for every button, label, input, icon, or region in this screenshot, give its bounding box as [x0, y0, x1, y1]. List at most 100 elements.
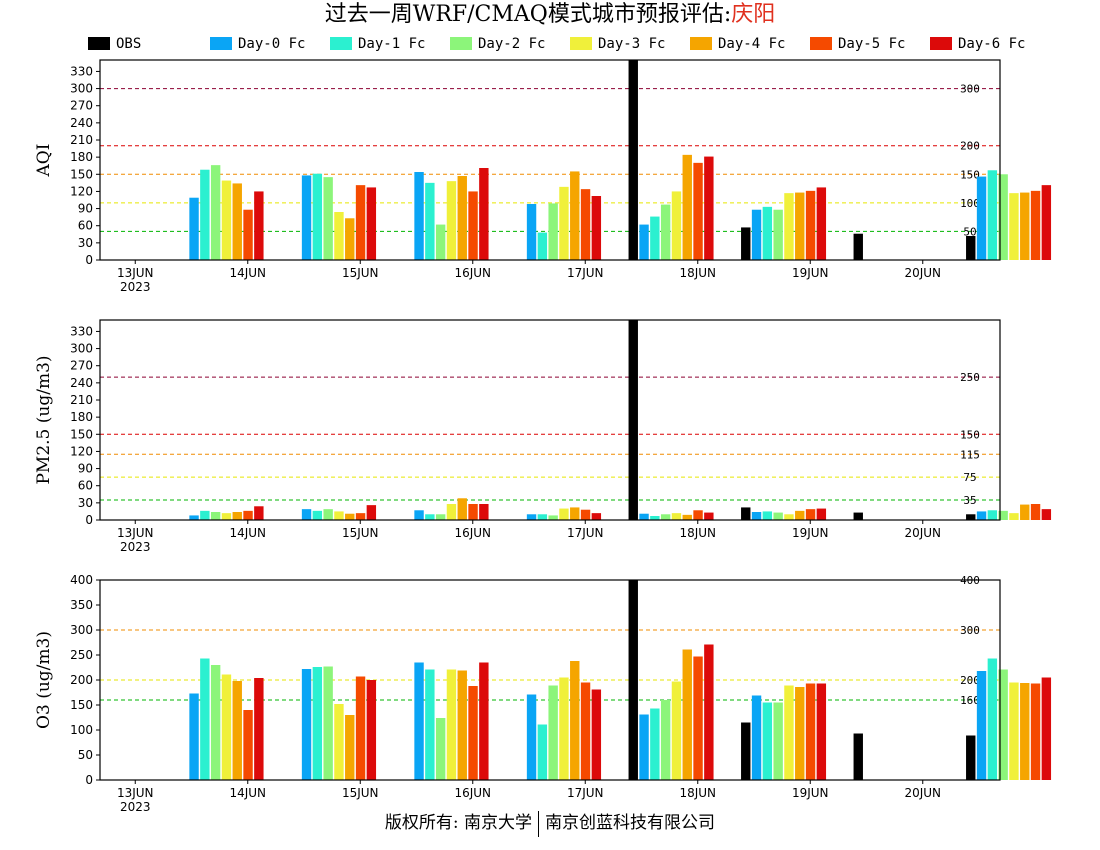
bar — [537, 514, 548, 520]
bar — [795, 510, 805, 520]
y-tick-label: 150 — [70, 698, 93, 712]
bar — [853, 733, 863, 780]
bar — [1030, 190, 1041, 260]
bar — [784, 193, 794, 260]
bar — [414, 172, 424, 260]
y-tick-label: 0 — [85, 773, 93, 787]
plot-frame — [99, 59, 1001, 261]
bar — [773, 209, 783, 260]
y-tick-label: 150 — [70, 167, 93, 181]
bar — [751, 209, 762, 260]
threshold-label: 250 — [960, 371, 980, 384]
bar — [548, 203, 558, 260]
y-axis-label: O3 (ug/m3) — [34, 631, 54, 729]
bar — [254, 678, 264, 780]
bar — [671, 513, 682, 520]
y-tick-label: 60 — [78, 479, 93, 493]
bar — [1030, 683, 1041, 780]
bar — [639, 714, 649, 780]
bar — [682, 649, 692, 780]
bar — [559, 677, 569, 780]
chart-panel-1: 50 100 150 200 300 0 30 60 90 120 150 180 210 240 270 3… — [34, 59, 1052, 294]
y-tick-label: 60 — [78, 219, 93, 233]
bar — [853, 512, 863, 520]
x-tick-label: 19JUN — [792, 786, 829, 800]
bar — [559, 186, 569, 260]
y-tick-label: 50 — [78, 748, 93, 762]
bar — [548, 515, 558, 520]
bar — [660, 700, 671, 780]
bar — [816, 187, 827, 260]
bar — [468, 504, 478, 520]
bar — [425, 514, 435, 520]
x-tick-label: 14JUN — [229, 526, 266, 540]
y-tick-label: 210 — [70, 133, 93, 147]
y-tick-label: 300 — [70, 342, 93, 356]
bar — [966, 735, 976, 780]
y-tick-label: 270 — [70, 359, 93, 373]
bar — [200, 658, 210, 780]
bar — [1009, 193, 1019, 260]
y-tick-label: 400 — [70, 573, 93, 587]
bar — [559, 508, 569, 520]
x-tick-label: 18JUN — [679, 786, 716, 800]
bar — [232, 681, 242, 780]
bar — [704, 512, 714, 520]
y-tick-label: 30 — [78, 496, 93, 510]
legend-swatch — [690, 37, 712, 50]
bar — [301, 509, 312, 520]
bar — [345, 513, 355, 520]
threshold-label: 50 — [963, 225, 976, 238]
y-tick-label: 250 — [70, 648, 93, 662]
bar — [795, 687, 805, 780]
legend-swatch — [330, 37, 352, 50]
bar — [762, 702, 773, 780]
footer-separator — [538, 810, 540, 837]
bar — [639, 513, 649, 520]
x-tick-label: 18JUN — [679, 526, 716, 540]
bar — [580, 682, 591, 780]
bar — [1030, 504, 1041, 520]
bar — [570, 507, 580, 520]
bar — [805, 509, 816, 520]
bar — [414, 510, 424, 520]
x-tick-label: 20JUN — [904, 786, 941, 800]
legend-label: Day-2 Fc — [478, 36, 546, 52]
bar — [323, 666, 333, 780]
bar — [1020, 192, 1030, 260]
y-tick-label: 210 — [70, 393, 93, 407]
bar — [741, 507, 751, 520]
legend-swatch — [210, 37, 232, 50]
legend-label: OBS — [116, 36, 142, 52]
bar — [591, 689, 602, 780]
year-label: 2023 — [120, 280, 151, 294]
y-axis-label: AQI — [34, 144, 54, 178]
bar — [537, 232, 548, 260]
bar — [446, 181, 457, 260]
threshold-label: 150 — [960, 168, 980, 181]
bar — [741, 227, 751, 260]
threshold-label: 100 — [960, 197, 980, 210]
y-tick-label: 270 — [70, 99, 93, 113]
footer: 版权所有: 南京大学 南京创蓝科技有限公司 — [0, 808, 1100, 838]
bar — [189, 515, 199, 520]
bar — [987, 170, 998, 260]
x-tick-label: 15JUN — [342, 786, 379, 800]
bar — [425, 669, 435, 780]
x-tick-label: 15JUN — [342, 526, 379, 540]
bar — [446, 669, 457, 780]
bar — [671, 191, 682, 260]
bar — [570, 171, 580, 260]
threshold-label: 160 — [960, 694, 980, 707]
threshold-label: 200 — [960, 140, 980, 153]
bar — [334, 704, 344, 780]
bar — [628, 60, 638, 260]
bar — [446, 504, 457, 520]
bar — [693, 510, 703, 520]
bar — [682, 154, 692, 260]
bar — [998, 174, 1008, 260]
bar — [816, 508, 827, 520]
bar — [853, 233, 863, 260]
y-tick-label: 240 — [70, 116, 93, 130]
legend: OBS Day-0 Fc Day-1 Fc Day-2 Fc Day-3 Fc Day-4… — [88, 34, 1048, 54]
